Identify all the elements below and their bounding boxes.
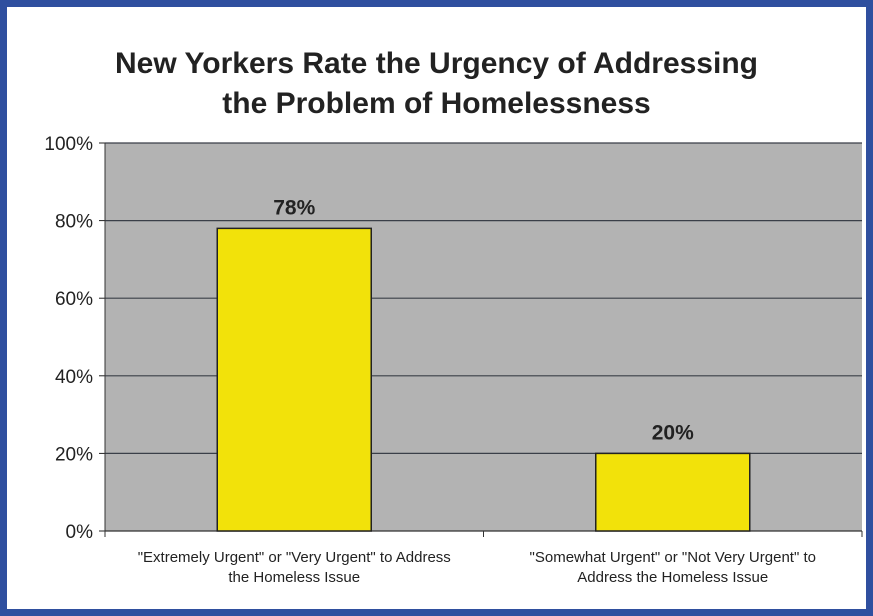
x-tick-label: "Somewhat Urgent" or "Not Very Urgent" t…	[530, 549, 816, 566]
y-tick-label: 60%	[55, 289, 93, 310]
chart-title: New Yorkers Rate the Urgency of Addressi…	[0, 44, 873, 124]
x-tick-label: "Extremely Urgent" or "Very Urgent" to A…	[138, 549, 451, 566]
y-tick-label: 40%	[55, 367, 93, 388]
chart-title-line-1: New Yorkers Rate the Urgency of Addressi…	[115, 47, 758, 80]
x-tick-label: Address the Homeless Issue	[577, 569, 768, 586]
y-tick-label: 100%	[44, 134, 93, 155]
bar	[595, 452, 751, 532]
data-label: 20%	[652, 421, 694, 444]
bar	[216, 227, 372, 532]
x-tick-label: the Homeless Issue	[228, 569, 360, 586]
y-tick-label: 80%	[55, 212, 93, 233]
y-tick-label: 0%	[66, 522, 94, 543]
chart-title-line-2: the Problem of Homelessness	[222, 87, 651, 120]
y-tick-label: 20%	[55, 444, 93, 465]
data-label: 78%	[273, 196, 315, 219]
